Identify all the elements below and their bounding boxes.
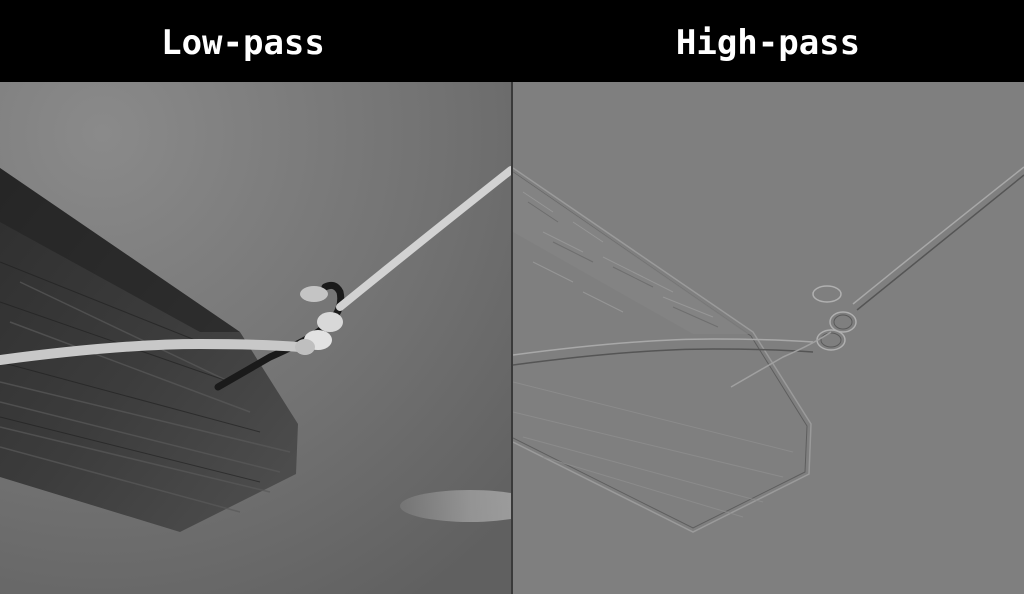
rope-knot: [295, 286, 343, 355]
header-bar: Low-pass High-pass: [0, 0, 1024, 82]
high-pass-edge-map: [513, 82, 1024, 594]
rope-edges: [513, 166, 1024, 356]
low-pass-title: Low-pass: [161, 23, 325, 63]
board-edges: [513, 167, 812, 533]
board-texture: [513, 172, 749, 334]
cloud: [400, 490, 511, 522]
low-pass-image: [0, 82, 511, 594]
high-pass-title: High-pass: [675, 23, 861, 63]
low-pass-photo: [0, 82, 511, 594]
rope-left: [0, 338, 305, 365]
rope-right: [336, 166, 511, 311]
high-pass-image: [513, 82, 1024, 594]
panel-divider: [511, 82, 513, 594]
